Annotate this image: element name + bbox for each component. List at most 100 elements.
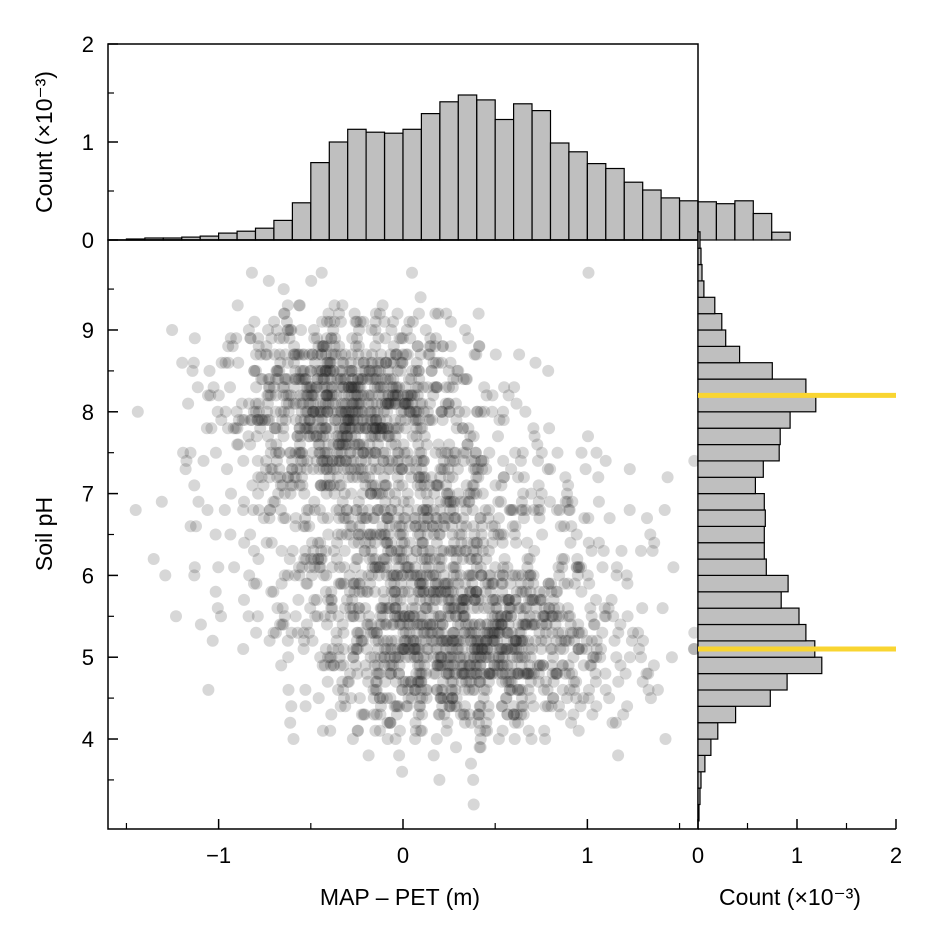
scatter-point bbox=[540, 626, 552, 639]
scatter-point bbox=[305, 553, 318, 565]
scatter-point bbox=[291, 430, 304, 443]
scatter-point bbox=[603, 512, 616, 525]
scatter-point bbox=[487, 626, 500, 639]
scatter-point bbox=[416, 577, 429, 590]
scatter-point bbox=[373, 381, 386, 394]
scatter-point bbox=[259, 414, 271, 426]
scatter-point bbox=[687, 643, 698, 655]
scatter-point bbox=[377, 561, 390, 574]
scatter-point bbox=[209, 585, 222, 598]
scatter-point bbox=[355, 708, 368, 721]
scatter-point bbox=[415, 618, 428, 631]
scatter-point bbox=[344, 454, 357, 467]
scatter-point bbox=[308, 553, 320, 565]
scatter-point bbox=[318, 340, 330, 353]
scatter-point bbox=[244, 332, 257, 345]
scatter-point bbox=[362, 397, 375, 410]
scatter-point bbox=[375, 528, 388, 541]
scatter-point bbox=[392, 651, 404, 664]
scatter-point bbox=[302, 430, 315, 443]
scatter-point bbox=[366, 430, 379, 443]
scatter-point bbox=[433, 773, 446, 786]
scatter-point bbox=[403, 610, 416, 623]
scatter-point bbox=[599, 667, 612, 680]
scatter-point bbox=[612, 626, 625, 639]
scatter-point bbox=[311, 373, 324, 386]
scatter-point bbox=[427, 651, 440, 664]
scatter-point bbox=[533, 504, 546, 516]
scatter-point bbox=[481, 724, 494, 737]
scatter-point bbox=[469, 651, 482, 664]
scatter-point bbox=[497, 651, 510, 664]
scatter-point bbox=[247, 504, 260, 516]
scatter-point bbox=[458, 659, 470, 672]
scatter-point bbox=[462, 659, 475, 672]
scatter-point bbox=[354, 626, 367, 639]
scatter-point bbox=[480, 716, 493, 729]
scatter-point bbox=[551, 446, 564, 459]
scatter-point bbox=[528, 544, 541, 557]
scatter-point bbox=[315, 266, 328, 279]
top-histogram-bar bbox=[512, 103, 533, 241]
scatter-point bbox=[261, 414, 274, 426]
scatter-point bbox=[460, 675, 473, 688]
scatter-point bbox=[278, 610, 291, 623]
scatter-point bbox=[423, 553, 436, 565]
scatter-point bbox=[369, 373, 381, 386]
scatter-point bbox=[474, 405, 487, 418]
scatter-point bbox=[313, 438, 326, 451]
scatter-point bbox=[572, 724, 585, 737]
scatter-point bbox=[396, 643, 409, 655]
scatter-point bbox=[242, 430, 255, 443]
scatter-point bbox=[394, 356, 407, 369]
scatter-point bbox=[226, 340, 239, 353]
scatter-point bbox=[334, 315, 347, 328]
scatter-point bbox=[493, 626, 506, 639]
scatter-point bbox=[385, 504, 398, 516]
scatter-point bbox=[300, 405, 313, 418]
scatter-point bbox=[381, 430, 394, 443]
scatter-point bbox=[489, 348, 502, 361]
scatter-point bbox=[282, 405, 295, 418]
scatter-point bbox=[293, 299, 306, 312]
scatter-point bbox=[277, 283, 290, 296]
scatter-point bbox=[282, 471, 295, 484]
scatter-point bbox=[456, 659, 469, 672]
scatter-point bbox=[277, 512, 290, 525]
scatter-point bbox=[403, 405, 416, 418]
scatter-point bbox=[346, 373, 359, 386]
scatter-point bbox=[324, 463, 337, 476]
scatter-point bbox=[474, 634, 487, 647]
scatter-point bbox=[377, 389, 390, 402]
scatter-point bbox=[389, 733, 402, 745]
scatter-point bbox=[371, 405, 384, 418]
scatter-point bbox=[503, 602, 516, 615]
scatter-point bbox=[397, 348, 409, 361]
scatter-point bbox=[250, 348, 263, 361]
scatter-point bbox=[433, 561, 446, 574]
scatter-point bbox=[514, 634, 527, 647]
scatter-point bbox=[263, 381, 276, 394]
scatter-point bbox=[568, 577, 581, 590]
scatter-point bbox=[297, 389, 309, 402]
scatter-point bbox=[459, 667, 471, 680]
scatter-point bbox=[375, 373, 388, 386]
scatter-point bbox=[423, 585, 436, 598]
scatter-point bbox=[188, 569, 201, 582]
scatter-point bbox=[306, 389, 318, 402]
scatter-point bbox=[486, 536, 499, 549]
scatter-point bbox=[427, 356, 440, 369]
scatter-point bbox=[562, 479, 575, 492]
scatter-point bbox=[633, 643, 646, 655]
scatter-point bbox=[461, 593, 474, 606]
scatter-point bbox=[515, 659, 528, 672]
scatter-point bbox=[475, 667, 487, 680]
scatter-point bbox=[359, 602, 372, 615]
scatter-point bbox=[546, 667, 559, 680]
scatter-point bbox=[441, 716, 454, 729]
scatter-point bbox=[422, 561, 435, 574]
scatter-point bbox=[479, 634, 492, 647]
scatter-point bbox=[350, 397, 363, 410]
scatter-point bbox=[472, 708, 485, 721]
scatter-point bbox=[424, 414, 436, 426]
